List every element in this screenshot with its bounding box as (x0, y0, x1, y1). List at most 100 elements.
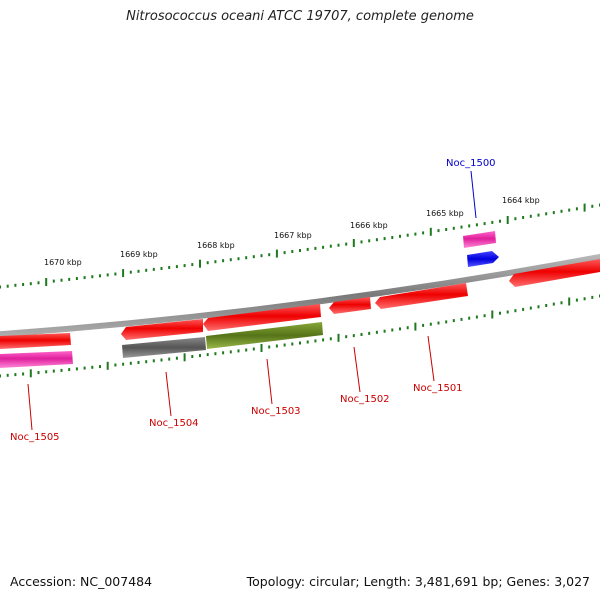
gene-arrow[interactable] (375, 283, 468, 309)
gene-arrow[interactable] (121, 319, 203, 340)
minor-tick (137, 269, 140, 273)
gene-label[interactable]: Noc_1502 (340, 394, 390, 405)
minor-tick (299, 249, 301, 252)
minor-tick (106, 273, 109, 277)
minor-tick (545, 304, 548, 307)
major-tick (337, 333, 340, 342)
forward-strand-genes (0, 259, 600, 349)
major-tick (568, 297, 571, 306)
minor-tick (514, 309, 517, 313)
minor-tick (0, 374, 1, 378)
minor-tick (6, 284, 9, 288)
gene-label[interactable]: Noc_1505 (10, 432, 60, 443)
minor-tick (83, 366, 86, 370)
minor-tick (322, 245, 325, 249)
minor-tick (399, 327, 401, 331)
major-tick (45, 278, 48, 286)
minor-tick (60, 278, 63, 282)
gene-label[interactable]: Noc_1501 (413, 383, 463, 394)
minor-tick (545, 212, 548, 216)
minor-tick (160, 267, 163, 270)
minor-tick (368, 239, 371, 243)
minor-tick (168, 266, 171, 269)
scale-label: 1669 kbp (120, 250, 158, 259)
minor-tick (399, 234, 401, 238)
major-tick (183, 353, 186, 362)
minor-tick (299, 341, 301, 345)
minor-tick (114, 272, 117, 276)
minor-tick (383, 237, 386, 241)
minor-tick (391, 328, 394, 332)
feature-block[interactable] (206, 322, 323, 349)
scale-label: 1667 kbp (274, 231, 312, 240)
minor-tick (560, 209, 563, 213)
minor-tick (583, 297, 586, 301)
minor-tick (360, 240, 363, 244)
minor-tick (122, 362, 125, 366)
minor-tick (499, 219, 501, 223)
gene-arrow[interactable] (329, 297, 371, 314)
minor-tick (460, 317, 463, 321)
minor-tick (291, 342, 294, 346)
minor-tick (568, 208, 571, 212)
minor-tick (452, 319, 455, 323)
minor-tick (252, 347, 255, 351)
minor-tick (314, 246, 317, 250)
minor-tick (206, 261, 209, 265)
minor-tick (14, 283, 17, 287)
minor-tick (406, 233, 409, 237)
minor-tick (22, 372, 25, 376)
gene-label[interactable]: Noc_1504 (149, 418, 199, 429)
minor-tick (514, 217, 517, 221)
major-tick (260, 344, 263, 352)
gene-label[interactable]: Noc_1500 (446, 158, 496, 169)
minor-tick (445, 320, 448, 324)
inner-tick-track (0, 294, 600, 378)
minor-tick (214, 352, 217, 356)
minor-tick (345, 335, 348, 339)
minor-tick (129, 361, 132, 365)
feature-block[interactable] (463, 231, 496, 248)
leader-line (165, 371, 172, 417)
outer-tick-track (0, 203, 600, 289)
minor-tick (45, 370, 48, 374)
leader-line (427, 335, 435, 382)
minor-tick (229, 258, 232, 262)
gene-arrow[interactable] (0, 333, 71, 349)
gene-arrow[interactable] (203, 304, 321, 331)
feature-track (0, 231, 499, 368)
feature-block[interactable] (467, 251, 499, 267)
minor-tick (68, 277, 71, 281)
gene-arrow[interactable] (509, 259, 600, 287)
scale-label: 1670 kbp (44, 258, 82, 267)
minor-tick (406, 326, 409, 330)
minor-tick (422, 231, 425, 235)
minor-tick (52, 279, 55, 283)
minor-tick (14, 373, 17, 377)
minor-tick (360, 333, 363, 336)
feature-block[interactable] (0, 351, 73, 368)
minor-tick (68, 368, 71, 372)
minor-tick (391, 236, 394, 239)
leader-line (266, 358, 273, 405)
gene-labels: Noc_1505 Noc_1504 Noc_1503 Noc_1502 Noc_… (10, 158, 496, 443)
minor-tick (422, 323, 425, 327)
minor-tick (591, 204, 594, 208)
minor-tick (345, 242, 348, 246)
minor-tick (483, 222, 486, 226)
gene-label[interactable]: Noc_1503 (251, 406, 301, 417)
minor-tick (75, 367, 78, 371)
major-tick (275, 249, 278, 258)
feature-block[interactable] (122, 337, 206, 358)
minor-tick (468, 316, 471, 320)
minor-tick (99, 274, 101, 278)
minor-tick (191, 263, 194, 267)
map-title: Nitrosococcus oceani ATCC 19707, complet… (126, 9, 474, 24)
minor-tick (460, 225, 463, 229)
major-tick (199, 259, 201, 268)
minor-tick (145, 268, 148, 272)
minor-tick (283, 343, 286, 347)
minor-tick (60, 368, 63, 372)
minor-tick (575, 207, 578, 211)
scale-label: 1664 kbp (502, 196, 540, 205)
